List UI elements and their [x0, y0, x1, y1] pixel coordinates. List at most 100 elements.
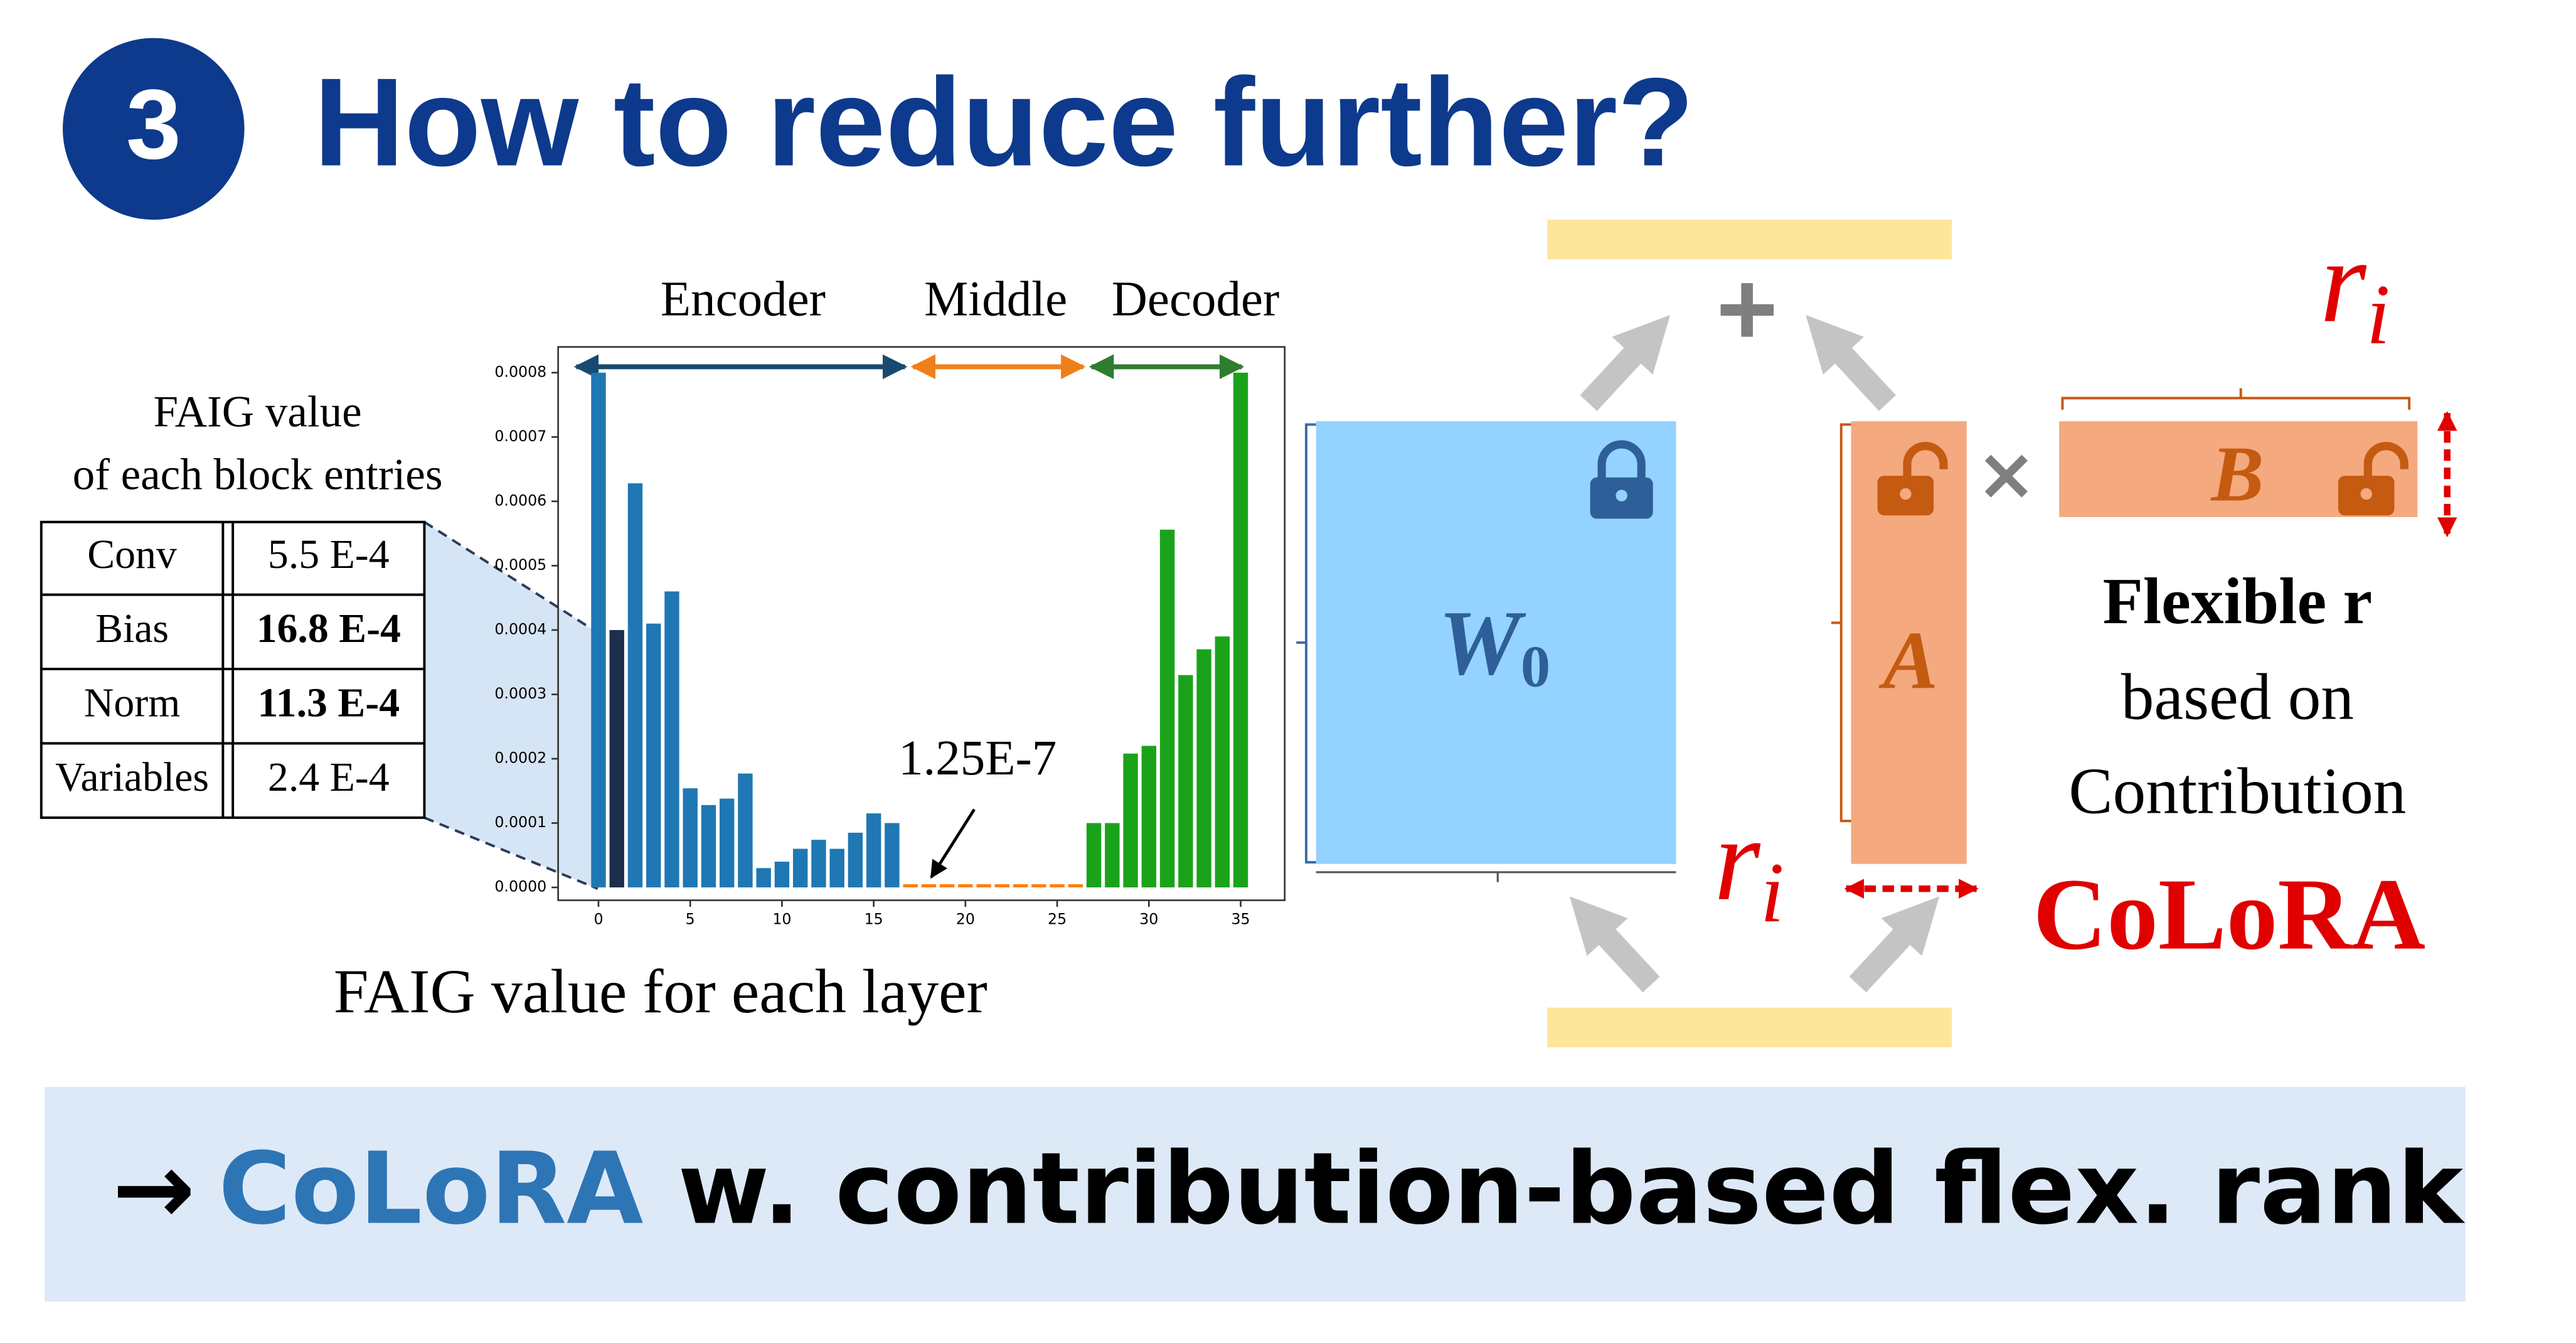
symbol: W — [1439, 592, 1526, 694]
bracket — [1316, 871, 1676, 882]
bar — [1050, 884, 1065, 888]
x-tick-label: 5 — [686, 911, 695, 928]
lock-icon — [1590, 440, 1653, 519]
x-tick-label: 35 — [1231, 911, 1250, 928]
table-cell: 2.4 E-4 — [268, 754, 390, 800]
bar — [1123, 753, 1138, 888]
chart-caption: FAIG value for each layer — [334, 956, 987, 1026]
y-tick-label: 0.0003 — [494, 685, 546, 702]
y-tick-label: 0.0008 — [494, 363, 546, 380]
y-tick-label: 0.0004 — [494, 620, 546, 638]
bar — [1013, 884, 1028, 888]
bar — [976, 884, 991, 888]
times: × — [1976, 432, 2036, 516]
section-label: Encoder — [661, 272, 826, 326]
subscript: 0 — [1521, 634, 1550, 699]
bracket — [2061, 388, 2411, 410]
rank-label: ri — [1714, 793, 1784, 940]
flow-arrow — [1580, 314, 1671, 411]
bar — [939, 884, 955, 888]
table-cell: 11.3 E-4 — [257, 680, 400, 726]
w0-label: W0 — [1439, 592, 1550, 700]
input-bar — [1547, 1007, 1952, 1047]
unlock-icon — [2338, 442, 2408, 516]
annotation-arrow — [930, 808, 976, 879]
table-cell: Conv — [87, 532, 177, 577]
method: CoLoRA — [218, 1132, 643, 1247]
x-tick-label: 15 — [865, 911, 883, 928]
method-name: CoLoRA — [2033, 858, 2426, 971]
bar — [719, 798, 735, 888]
x-tick-label: 25 — [1048, 911, 1067, 928]
flow-arrow — [1569, 896, 1660, 993]
x-tick-label: 20 — [956, 911, 975, 928]
bracket — [1296, 423, 1316, 864]
bar — [1031, 884, 1046, 888]
bar — [1086, 823, 1102, 888]
table-cell: Variables — [55, 754, 209, 800]
bar — [1141, 746, 1157, 888]
x-tick-label: 30 — [1139, 911, 1158, 928]
output-bar — [1547, 220, 1952, 260]
subscript: i — [2366, 267, 2390, 362]
x-tick-label: 0 — [593, 911, 603, 928]
bar — [1105, 823, 1120, 888]
table-cell: 5.5 E-4 — [268, 532, 390, 577]
bar — [646, 623, 661, 888]
footer-box — [45, 1086, 2466, 1302]
bar — [627, 483, 643, 888]
table-caption: of each block entries — [73, 451, 443, 500]
note: based on — [2121, 660, 2354, 733]
y-tick-label: 0.0000 — [494, 878, 546, 896]
bar — [994, 884, 1010, 888]
x-tick-label: 10 — [772, 911, 791, 928]
bar — [591, 372, 606, 888]
symbol: r — [2320, 215, 2367, 347]
table — [40, 520, 426, 819]
bar — [885, 823, 900, 888]
y-tick-label: 0.0005 — [494, 556, 546, 574]
table-cell: Norm — [84, 680, 181, 726]
rank-label: ri — [2320, 215, 2390, 362]
bar — [811, 840, 826, 888]
bar — [774, 862, 790, 888]
subscript: i — [1760, 845, 1784, 941]
bar — [1068, 884, 1083, 888]
b-label: B — [2210, 431, 2264, 518]
note: Flexible r — [2103, 564, 2373, 638]
footer-text: w. contribution-based flex. rank — [643, 1132, 2466, 1247]
bar — [1196, 649, 1211, 888]
bar — [1159, 529, 1175, 888]
bar — [903, 884, 918, 888]
bar — [683, 788, 698, 888]
bar — [921, 884, 937, 888]
bar — [1178, 675, 1193, 888]
section-label: Decoder — [1112, 272, 1279, 326]
table-cell: Bias — [95, 606, 169, 651]
table-cell: 16.8 E-4 — [257, 606, 401, 651]
a-label: A — [1878, 615, 1938, 706]
bar — [756, 868, 771, 888]
section-label: Middle — [924, 272, 1067, 326]
plot-frame — [557, 346, 1286, 901]
note: Contribution — [2068, 754, 2406, 828]
flow-arrow — [1849, 896, 1940, 993]
y-tick-label: 0.0002 — [494, 749, 546, 766]
title: How to reduce further? — [314, 52, 1694, 192]
bar — [1215, 636, 1230, 888]
table-caption: FAIG value — [154, 388, 362, 437]
bar — [609, 629, 624, 888]
arrow: → — [112, 1132, 195, 1247]
bar — [958, 884, 973, 888]
bar — [866, 813, 881, 888]
y-tick-label: 0.0006 — [494, 491, 546, 509]
plus: + — [1716, 250, 1778, 368]
bar — [848, 832, 863, 888]
bar — [1233, 372, 1248, 888]
badge — [63, 38, 245, 220]
symbol: r — [1714, 793, 1761, 925]
flow-arrow — [1806, 314, 1896, 411]
zoom-line — [423, 816, 599, 890]
y-tick-label: 0.0007 — [494, 427, 546, 445]
